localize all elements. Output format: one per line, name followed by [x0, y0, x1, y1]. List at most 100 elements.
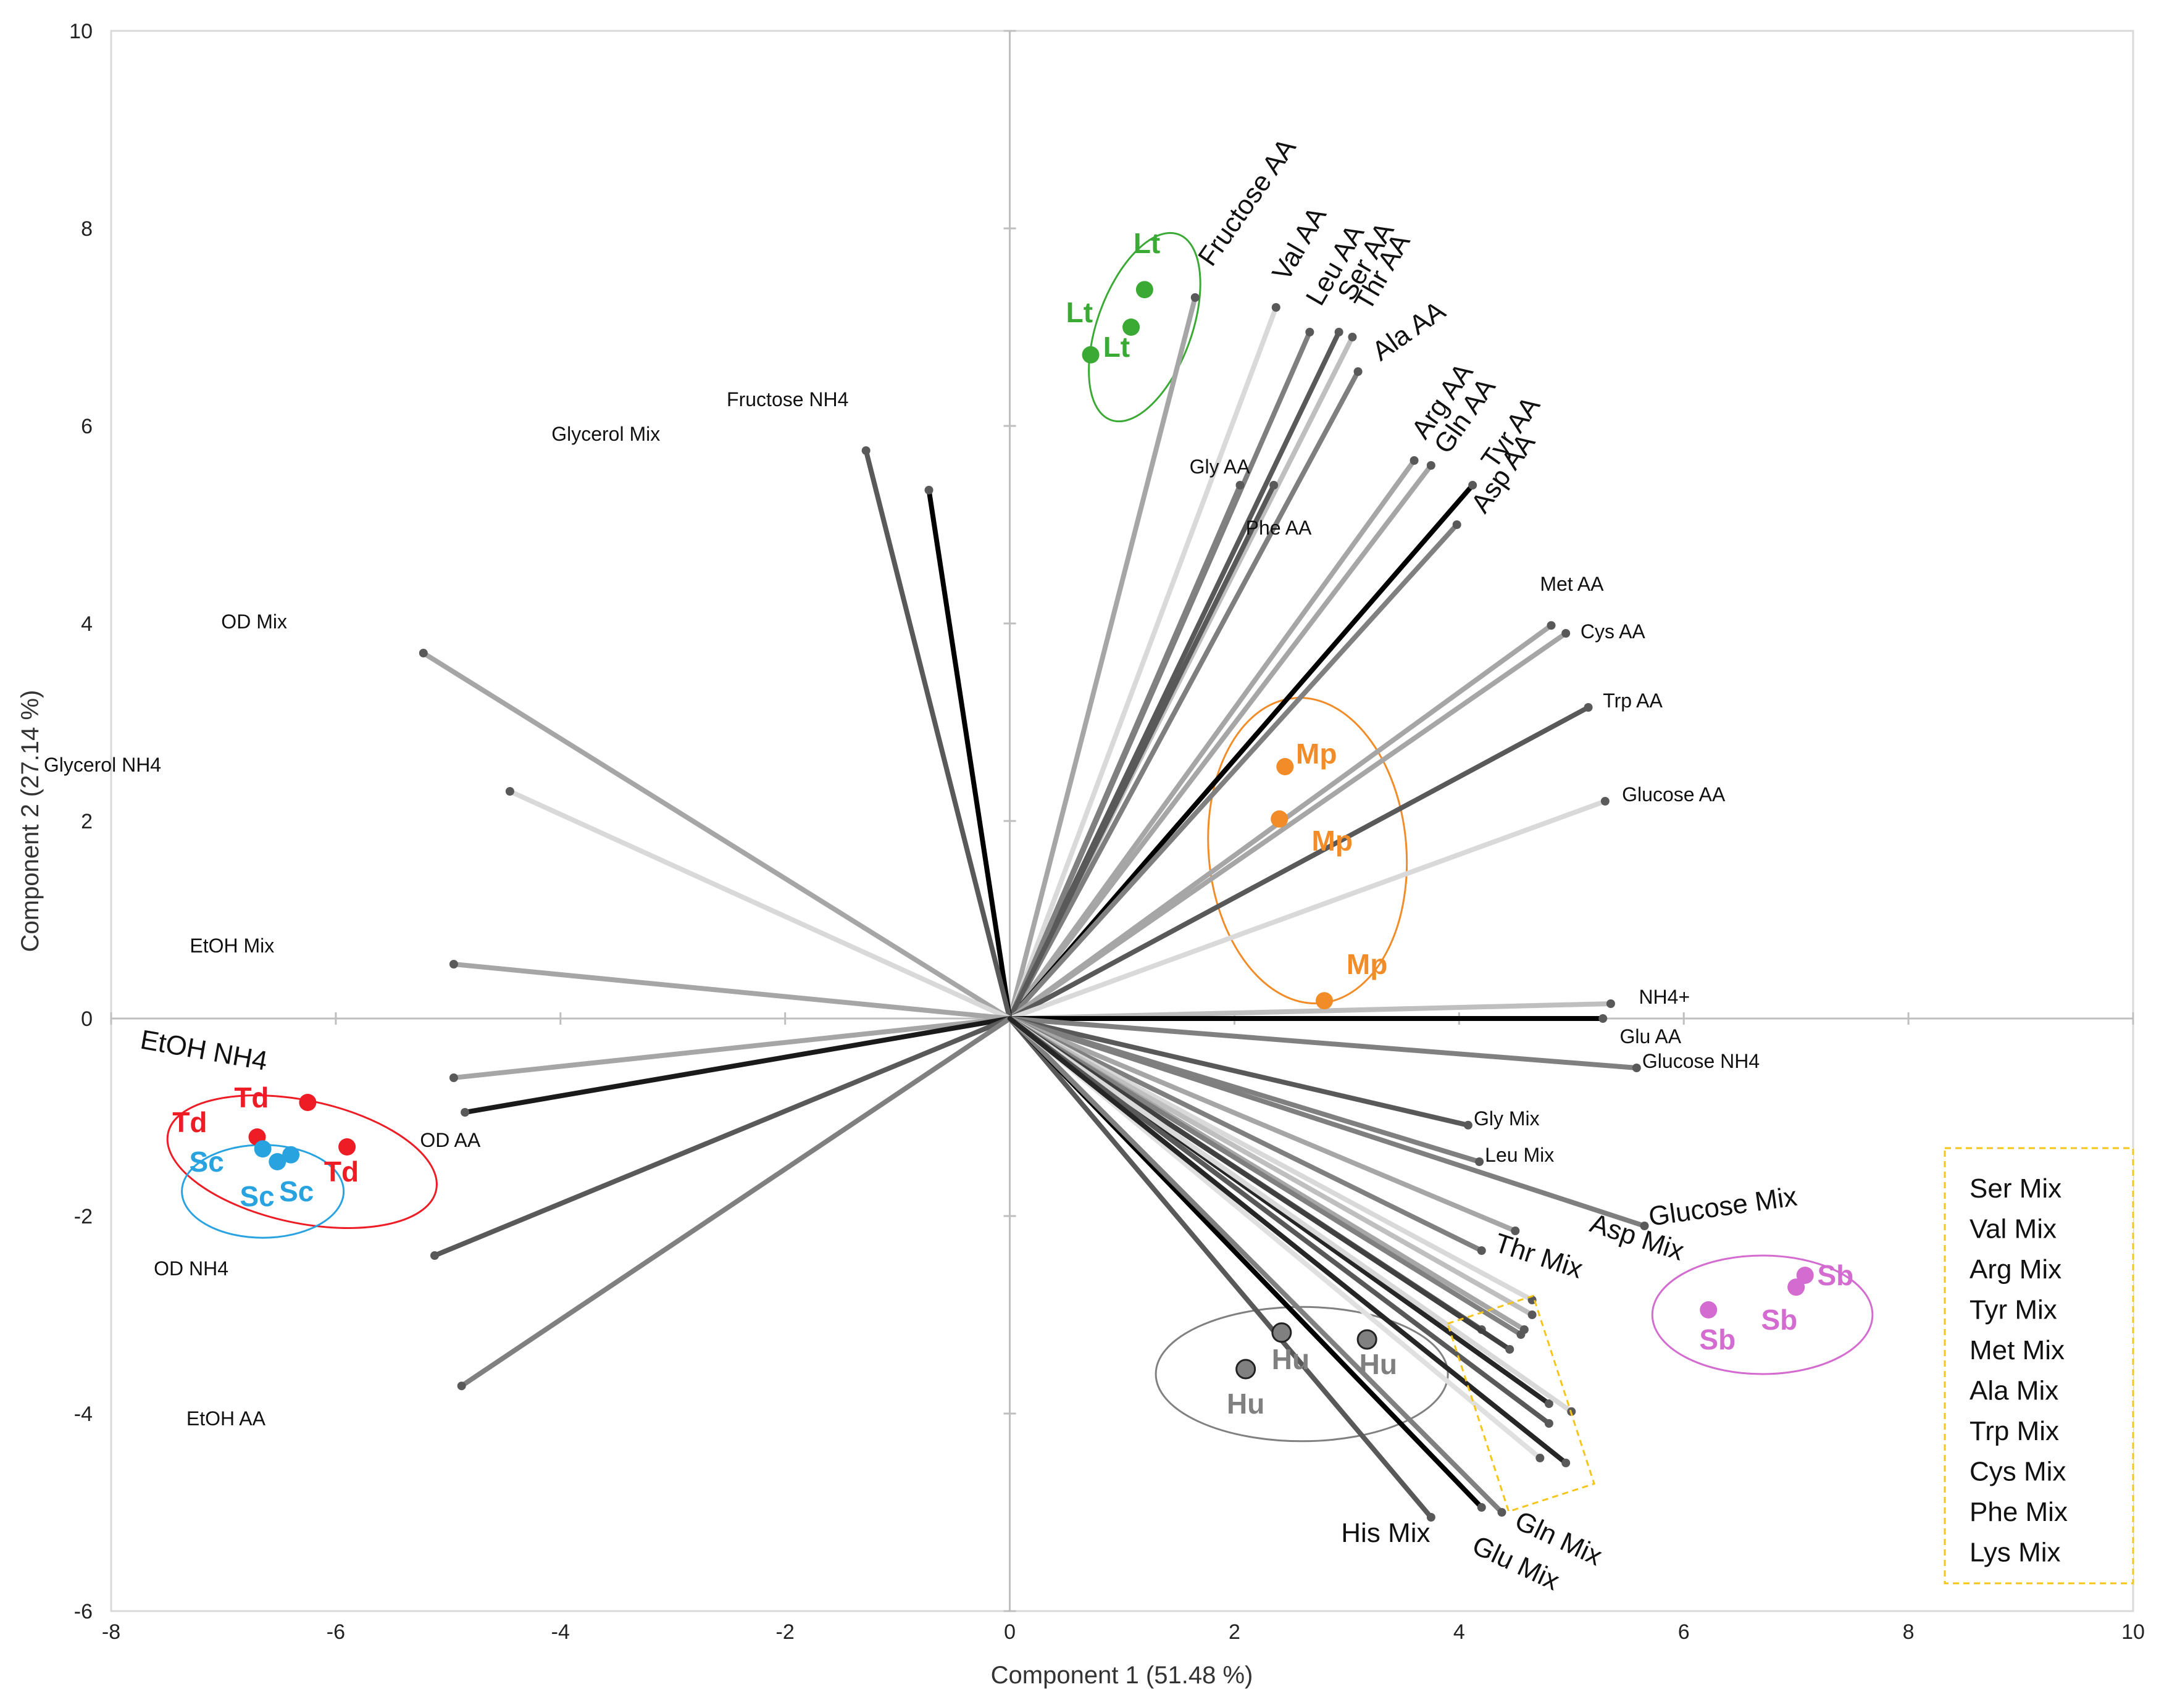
vector-label-met-aa: Met AA — [1540, 573, 1604, 595]
vector-fructose-nh4 — [926, 488, 1013, 1021]
vector-label-cys-aa: Cys AA — [1581, 620, 1646, 643]
vector-label-glucose-nh4: Glucose NH4 — [1642, 1050, 1760, 1072]
vector-label-etoh-mix: EtOH Mix — [190, 935, 274, 957]
vector-end-asp-mix — [1511, 1227, 1520, 1235]
vector-end-nh4- — [1606, 999, 1615, 1008]
vector-end-ser-aa — [1334, 328, 1343, 336]
vector-phe-aa — [1007, 483, 1277, 1021]
point-label-sb-1: Sb — [1817, 1259, 1853, 1291]
ellipse-hu — [1155, 1306, 1449, 1443]
point-label-sb-2: Sb — [1761, 1304, 1797, 1336]
point-lt-1 — [1135, 281, 1153, 299]
vector-od-mix — [420, 651, 1013, 1021]
vector-end-asp-aa — [1452, 520, 1461, 529]
vector-end-met-aa — [1547, 621, 1556, 630]
legend: Ser Mix Val Mix Arg Mix Tyr Mix Met Mix Ala M… — [1944, 1147, 2134, 1585]
vector-end-fructose-aa — [1190, 293, 1200, 302]
vector-val-aa — [1007, 305, 1279, 1021]
legend-item-met-mix: Met Mix — [1969, 1335, 2065, 1365]
vector-end-ala-aa — [1353, 367, 1363, 376]
vector-unlabeled-44 — [1007, 1016, 1552, 1426]
x-axis-label: Component 1 (51.48 %) — [991, 1662, 1253, 1689]
y-tick-label: 2 — [81, 810, 93, 833]
point-label-lt-2: Lt — [1066, 296, 1093, 328]
point-hu-1 — [1271, 1322, 1292, 1343]
vector-label-glucose-aa: Glucose AA — [1622, 783, 1726, 806]
y-tick-label: 8 — [81, 217, 93, 241]
vector-glucose-mix — [1007, 1016, 1647, 1228]
vector-end-thr-mix — [1477, 1246, 1486, 1255]
vector-unlabeled-46 — [1007, 1016, 1569, 1465]
vector-end-etoh-nh4 — [449, 1073, 458, 1082]
vector-gly-mix — [1007, 1016, 1471, 1128]
y-tick-label: 4 — [81, 612, 93, 636]
point-td-3 — [338, 1138, 356, 1156]
vector-od-nh4 — [432, 1016, 1013, 1258]
point-label-sc-1: Sc — [190, 1146, 224, 1178]
vector-label-his-mix: His Mix — [1341, 1518, 1430, 1548]
legend-item-ser-mix: Ser Mix — [1969, 1173, 2061, 1204]
point-label-hu-1: Hu — [1272, 1343, 1309, 1375]
x-tick-label: -2 — [776, 1620, 795, 1644]
vector-end-trp-aa — [1584, 703, 1593, 712]
vector-glucose-nh4 — [1007, 1016, 1639, 1070]
vector-asp-mix — [1007, 1016, 1518, 1233]
y-axis-ticks: -6 -4 -2 0 2 4 6 8 10 — [69, 20, 1016, 1623]
vector-label-glycerol-nh4: Glycerol NH4 — [44, 754, 161, 776]
vector-unlabeled-43 — [1007, 1016, 1574, 1414]
vector-gly-aa — [1007, 483, 1243, 1021]
vector-end-unlabeled-46 — [1561, 1459, 1571, 1467]
vector-end-gln-mix — [1497, 1508, 1506, 1517]
point-sb-3 — [1700, 1301, 1718, 1318]
ellipse-sb — [1651, 1254, 1874, 1375]
vector-end-glu-mix — [1477, 1503, 1486, 1512]
vector-end-unlabeled-40 — [1516, 1330, 1526, 1339]
point-label-lt-3: Lt — [1103, 331, 1130, 363]
vector-end-val-aa — [1271, 303, 1280, 312]
point-label-mp-3: Mp — [1347, 948, 1387, 980]
vector-end-od-nh4 — [430, 1251, 439, 1260]
legend-item-trp-mix: Trp Mix — [1969, 1416, 2059, 1446]
vector-label-trp-aa: Trp AA — [1603, 689, 1663, 712]
point-hu-3 — [1235, 1359, 1256, 1380]
y-tick-label: -4 — [74, 1402, 93, 1426]
point-label-hu-3: Hu — [1227, 1388, 1264, 1420]
vector-end-leu-mix — [1475, 1157, 1484, 1166]
point-label-sc-3: Sc — [279, 1175, 314, 1207]
vector-label-glu-aa: Glu AA — [1620, 1025, 1682, 1048]
point-td-1 — [299, 1094, 317, 1111]
vector-end-gln-aa — [1426, 461, 1435, 470]
vector-end-glucose-aa — [1600, 797, 1610, 806]
y-axis-label: Component 2 (27.14 %) — [17, 690, 44, 952]
point-label-mp-1: Mp — [1296, 738, 1337, 770]
vector-label-od-aa: OD AA — [420, 1129, 480, 1151]
vector-end-glycerol-mix — [861, 446, 871, 455]
vector-his-mix — [1007, 1016, 1434, 1520]
legend-item-cys-mix: Cys Mix — [1969, 1457, 2066, 1487]
vector-label-leu-mix: Leu Mix — [1485, 1144, 1554, 1166]
vector-thr-mix — [1007, 1016, 1484, 1253]
vector-tyr-aa — [1007, 483, 1476, 1021]
vector-end-gly-mix — [1463, 1120, 1472, 1130]
vector-end-gly-aa — [1235, 481, 1245, 489]
legend-item-arg-mix: Arg Mix — [1969, 1254, 2061, 1285]
vector-label-gly-aa: Gly AA — [1190, 456, 1250, 478]
vector-end-od-aa — [461, 1108, 470, 1117]
vector-glycerol-nh4 — [507, 789, 1013, 1021]
vector-unlabeled-40 — [1007, 1016, 1524, 1337]
mix-cluster-dashed-box — [1446, 1294, 1595, 1513]
vector-end-his-mix — [1426, 1513, 1435, 1522]
vector-etoh-aa — [459, 1016, 1013, 1389]
point-label-sc-2: Sc — [240, 1180, 274, 1212]
vector-arg-aa — [1007, 458, 1417, 1021]
point-sc-2 — [269, 1153, 286, 1170]
vector-cys-aa — [1007, 631, 1569, 1021]
vector-glycerol-mix — [863, 448, 1013, 1021]
vector-end-tyr-aa — [1468, 481, 1477, 489]
point-hu-2 — [1356, 1329, 1377, 1350]
y-tick-label: 0 — [81, 1007, 93, 1031]
vector-label-od-nh4: OD NH4 — [154, 1257, 228, 1280]
legend-box — [1944, 1147, 2134, 1585]
